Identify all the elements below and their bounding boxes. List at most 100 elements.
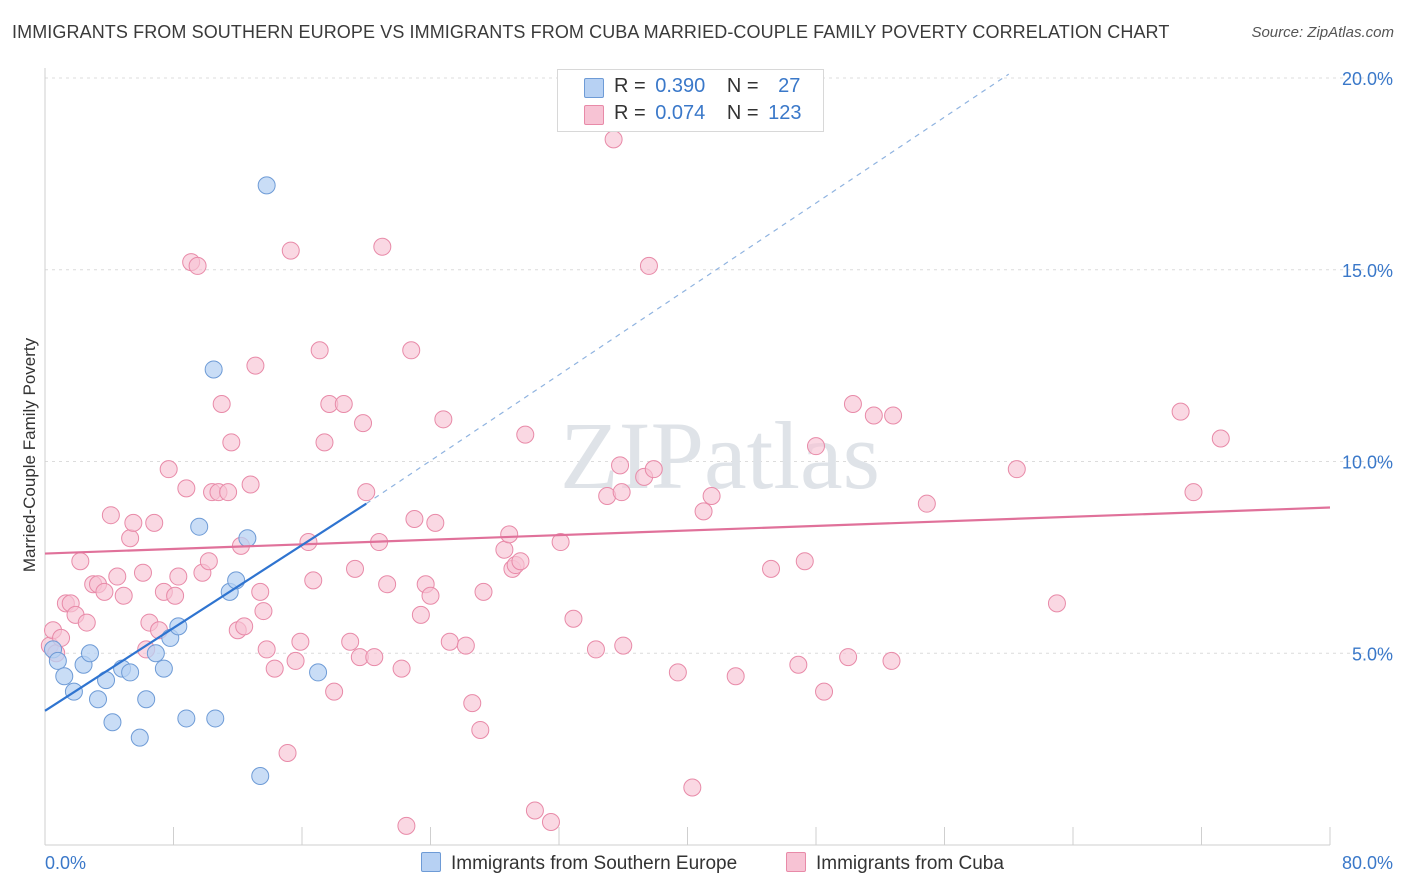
point-cuba [199,552,218,571]
point-southern-europe [80,644,99,663]
point-cuba [702,487,721,506]
point-cuba [843,394,862,413]
point-cuba [551,533,570,552]
point-cuba [683,778,702,797]
y-axis-label: Married-Couple Family Poverty [20,337,39,573]
point-cuba [1007,460,1026,479]
point-cuba [222,433,241,452]
point-cuba [884,406,903,425]
point-cuba [471,720,490,739]
tick-labels: 5.0% 10.0% 15.0% 20.0% 0.0% 80.0% [45,69,1393,873]
point-southern-europe [130,728,149,747]
bottom-legend-swatch-southern-europe [421,852,441,872]
point-cuba [807,437,825,456]
point-cuba [392,659,411,678]
point-cuba [762,559,781,578]
axes [44,68,1331,846]
point-cuba [463,694,482,713]
point-cuba [357,483,376,502]
trend-line-cuba [44,506,1331,555]
legend-row-southern-europe: R = 0.390 N = 27 [614,75,801,97]
bottom-legend-cuba: Immigrants from Cuba [786,852,1004,876]
point-cuba [1171,402,1190,421]
point-cuba [541,812,560,831]
point-cuba [426,513,445,532]
point-cuba [341,632,360,651]
point-cuba [500,525,519,544]
point-cuba [411,605,430,624]
point-southern-europe [48,651,67,670]
point-cuba [614,636,633,655]
point-cuba [611,456,630,475]
point-cuba [310,341,329,360]
point-southern-europe [257,176,276,195]
point-cuba [378,575,397,594]
x-tick-label-max: 80.0% [1342,853,1393,873]
y-tick-label: 20.0% [1342,69,1393,89]
point-cuba [1047,594,1066,613]
point-southern-europe [204,360,223,379]
point-cuba [525,801,544,820]
stats-legend: R = 0.390 N = 27 R = 0.074 N = 123 [557,69,824,132]
point-cuba [304,571,323,590]
point-cuba [114,586,133,605]
point-cuba [917,494,936,513]
point-southern-europe [309,663,328,682]
legend-swatch-cuba [584,105,604,125]
point-southern-europe [177,709,196,728]
point-cuba [108,567,127,586]
point-cuba [71,552,90,571]
bottom-legend-southern-europe: Immigrants from Southern Europe [421,852,737,876]
y-tick-label: 15.0% [1342,261,1393,281]
point-southern-europe [89,690,108,709]
point-southern-europe [206,709,225,728]
point-cuba [77,613,96,632]
point-cuba [315,433,334,452]
point-cuba [789,655,808,674]
point-cuba [604,130,623,149]
point-cuba [133,563,152,582]
point-cuba [434,410,453,429]
point-cuba [124,513,143,532]
point-cuba [456,636,475,655]
point-cuba [726,667,745,686]
point-southern-europe [154,659,173,678]
point-cuba [839,648,858,667]
point-southern-europe [55,667,74,686]
point-cuba [1184,483,1203,502]
point-cuba [166,586,185,605]
y-tick-label: 10.0% [1342,453,1393,473]
y-tick-label: 5.0% [1352,644,1393,664]
point-cuba [177,479,196,498]
chart-title: IMMIGRANTS FROM SOUTHERN EUROPE VS IMMIG… [12,22,1170,42]
point-cuba [212,394,231,413]
point-cuba [440,632,459,651]
point-cuba [219,483,238,502]
point-cuba [169,567,188,586]
point-cuba [795,552,814,571]
x-tick-label-min: 0.0% [45,853,86,873]
data-points [40,130,1331,835]
point-cuba [325,682,344,701]
point-cuba [1211,429,1230,448]
point-cuba [95,582,114,601]
point-cuba [495,540,514,559]
point-cuba [612,483,631,502]
point-cuba [251,582,270,601]
point-cuba [291,632,310,651]
point-cuba [694,502,713,521]
source-label: Source: ZipAtlas.com [1251,24,1394,41]
legend-row-cuba: R = 0.074 N = 123 [614,102,802,124]
point-cuba [586,640,605,659]
point-cuba [286,651,305,670]
point-southern-europe [146,644,165,663]
point-cuba [278,743,297,762]
point-cuba [373,237,392,256]
point-cuba [511,552,530,571]
point-cuba [668,663,687,682]
point-cuba [241,475,260,494]
point-cuba [474,582,493,601]
point-cuba [644,460,663,479]
point-cuba [405,510,424,529]
